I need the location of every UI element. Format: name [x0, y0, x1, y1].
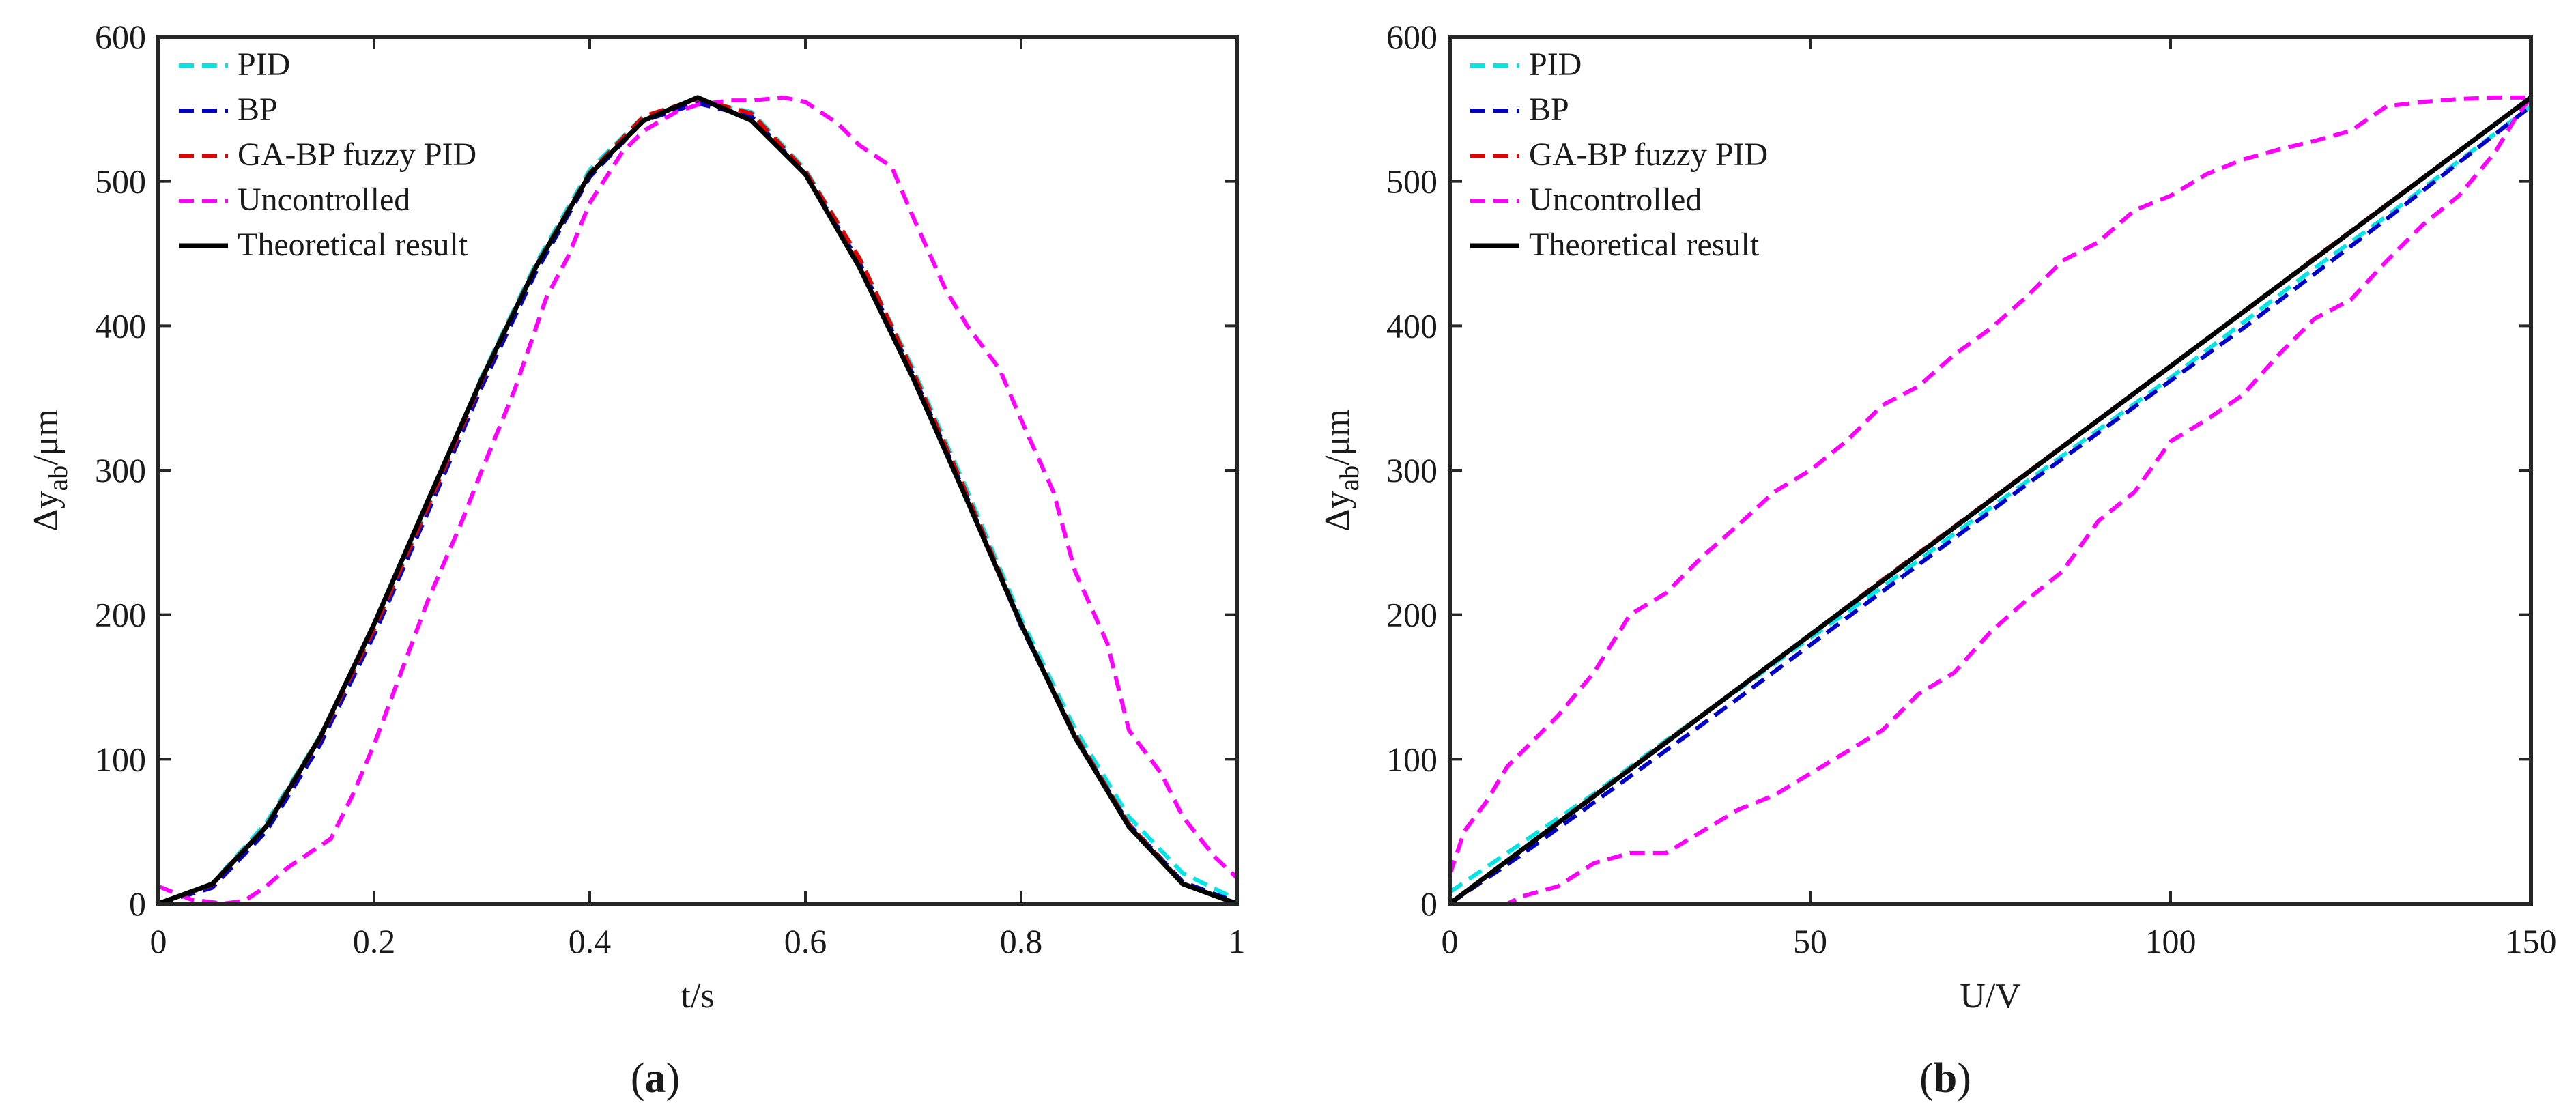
y-tick-label: 100	[1386, 740, 1437, 778]
y-axis-label-main: Δy	[1318, 491, 1357, 532]
series-line-theoretical-result	[158, 95, 1237, 904]
y-tick-label: 0	[129, 885, 146, 923]
y-tick-label: 300	[95, 451, 146, 489]
x-tick-label: 0.6	[784, 922, 827, 960]
series-line-ga-bp-fuzzy-pid	[158, 97, 1237, 904]
y-axis-label-main: Δy	[27, 491, 66, 532]
series-line-pid	[158, 98, 1237, 904]
y-axis-label-sub: ab	[1334, 465, 1364, 491]
legend-label: GA-BP fuzzy PID	[238, 137, 476, 173]
y-tick-label: 200	[1386, 596, 1437, 634]
series-line-bp	[1450, 104, 2531, 904]
x-axis-label: t/s	[681, 977, 714, 1016]
x-tick-label: 0.8	[1000, 922, 1043, 960]
legend-label: Theoretical result	[238, 227, 468, 263]
panel-caption: (b)	[1919, 1055, 1971, 1102]
legend-label: BP	[238, 91, 278, 128]
y-tick-label: 600	[95, 18, 146, 56]
legend-label: Theoretical result	[1529, 227, 1760, 263]
y-tick-label: 300	[1386, 451, 1437, 489]
chart-a: 0 0.2 0.4 0.6 0.8 1 0 100 200 300 400 500 600 t/s Δyab…	[27, 18, 1246, 1102]
y-axis-label: Δyab/μm	[27, 409, 73, 532]
y-tick-label: 100	[95, 740, 146, 778]
y-tick-label: 600	[1386, 18, 1437, 56]
legend: PID BP GA-BP fuzzy PID Uncontrolled Theoreti…	[179, 46, 476, 263]
series-line-uncontrolled	[1450, 95, 2531, 904]
y-tick-label: 400	[95, 306, 146, 345]
series-line-uncontrolled	[158, 95, 1237, 904]
y-tick-label: 400	[1386, 306, 1437, 345]
caption-letter: a	[645, 1055, 666, 1102]
legend-label: Uncontrolled	[1529, 182, 1702, 218]
caption-close: )	[666, 1055, 681, 1102]
y-axis-label-sub: ab	[42, 465, 73, 491]
caption-letter: b	[1934, 1055, 1957, 1102]
x-tick-label: 0	[150, 922, 167, 960]
legend-label: GA-BP fuzzy PID	[1529, 137, 1768, 173]
y-tick-label: 500	[95, 162, 146, 201]
y-tick-label: 200	[95, 596, 146, 634]
x-tick-label: 50	[1793, 922, 1827, 960]
y-axis-label-unit: /μm	[27, 409, 66, 465]
x-tick-label: 0.2	[353, 922, 396, 960]
series-group	[158, 95, 1237, 904]
series-line-theoretical-result	[1450, 96, 2531, 904]
x-tick-label: 150	[2506, 922, 2557, 960]
caption-open: (	[1919, 1055, 1934, 1102]
caption-open: (	[631, 1055, 645, 1102]
y-tick-label: 500	[1386, 162, 1437, 201]
legend: PID BP GA-BP fuzzy PID Uncontrolled Theoreti…	[1470, 46, 1768, 263]
x-tick-label: 100	[2145, 922, 2196, 960]
x-axis-label: U/V	[1960, 977, 2021, 1016]
legend-label: Uncontrolled	[238, 182, 410, 218]
series-line-bp	[158, 101, 1237, 904]
panel-caption: (a)	[631, 1055, 680, 1102]
series-group	[1450, 95, 2531, 904]
legend-label: PID	[238, 46, 290, 83]
x-tick-label: 0	[1442, 922, 1459, 960]
y-axis-label-unit: /μm	[1318, 409, 1357, 465]
x-tick-label: 1	[1229, 922, 1246, 960]
legend-label: BP	[1529, 91, 1569, 128]
chart-b: 0 50 100 150 0 100 200 300 400 500 600 U/V Δyab/μm PI…	[1318, 18, 2557, 1102]
y-tick-label: 0	[1420, 885, 1437, 923]
caption-close: )	[1957, 1055, 1971, 1102]
x-tick-label: 0.4	[569, 922, 612, 960]
y-axis-label: Δyab/μm	[1318, 409, 1364, 532]
legend-label: PID	[1529, 46, 1582, 83]
